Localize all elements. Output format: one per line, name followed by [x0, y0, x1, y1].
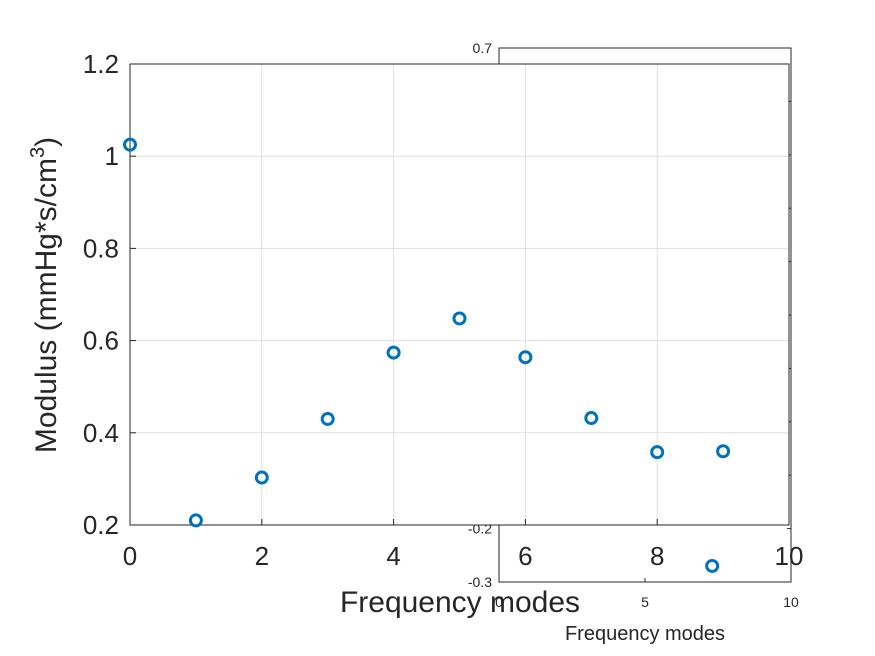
inset-x-axis-label: Frequency modes	[565, 623, 725, 645]
main-x-tick-label-2: 2	[255, 541, 269, 571]
main-y-tick-label-0-6: 0.6	[83, 326, 119, 356]
main-data-point	[452, 311, 467, 326]
main-y-axis-label-text: Modulus (mmHg*s/cm	[30, 158, 63, 453]
main-y-tick-label-1-2: 1.2	[83, 49, 119, 79]
main-data-point	[584, 411, 599, 426]
main-x-tick-label-8: 8	[650, 541, 664, 571]
inset-x-tick-label-5: 5	[641, 594, 649, 610]
main-x-tick-label-0: 0	[123, 541, 137, 571]
main-x-tick-label-4: 4	[386, 541, 400, 571]
main-x-tick-labels: 0 2 4 6 8 10	[123, 541, 804, 571]
inset-x-tick-label-10: 10	[783, 594, 799, 610]
main-x-tick-label-10: 10	[775, 541, 804, 571]
main-x-tick-label-6: 6	[518, 541, 532, 571]
main-y-tick-label-0-4: 0.4	[83, 418, 119, 448]
main-plot-frame	[129, 63, 790, 526]
inset-x-tick-labels: 0 5 10	[495, 594, 799, 610]
inset-y-tick-label-0-7: 0.7	[473, 40, 493, 56]
main-y-axis-label: Modulus (mmHg*s/cm3)	[27, 137, 63, 453]
main-data-point	[716, 444, 731, 459]
inset-data-points	[705, 558, 720, 573]
main-data-point	[650, 445, 665, 460]
main-data-points	[123, 137, 731, 528]
main-y-tick-label-0-8: 0.8	[83, 233, 119, 263]
main-x-axis-label: Frequency modes	[340, 586, 580, 619]
main-y-tick-label-1: 1	[105, 141, 119, 171]
main-y-axis-label-superscript: 3	[27, 147, 49, 158]
inset-data-point	[705, 558, 720, 573]
main-y-axis-label-close: )	[30, 137, 63, 147]
inset-x-tick-label-0: 0	[495, 594, 503, 610]
main-y-tick-label-0-2: 0.2	[83, 510, 119, 540]
main-data-point	[320, 411, 335, 426]
main-data-point	[188, 513, 203, 528]
main-y-tick-labels: 0.2 0.4 0.6 0.8 1 1.2	[83, 49, 119, 540]
main-chart: 0.2 0.4 0.6 0.8 1 1.2 0 2 4 6 8 10 Frequency modes…	[27, 49, 803, 619]
inset-y-tick-label--0-3: -0.3	[468, 574, 492, 590]
main-plot-background	[130, 64, 789, 525]
main-data-point	[254, 470, 269, 485]
main-data-point	[123, 137, 137, 152]
main-data-point	[518, 350, 533, 365]
main-data-point	[386, 345, 401, 360]
main-tick-marks	[129, 63, 790, 526]
